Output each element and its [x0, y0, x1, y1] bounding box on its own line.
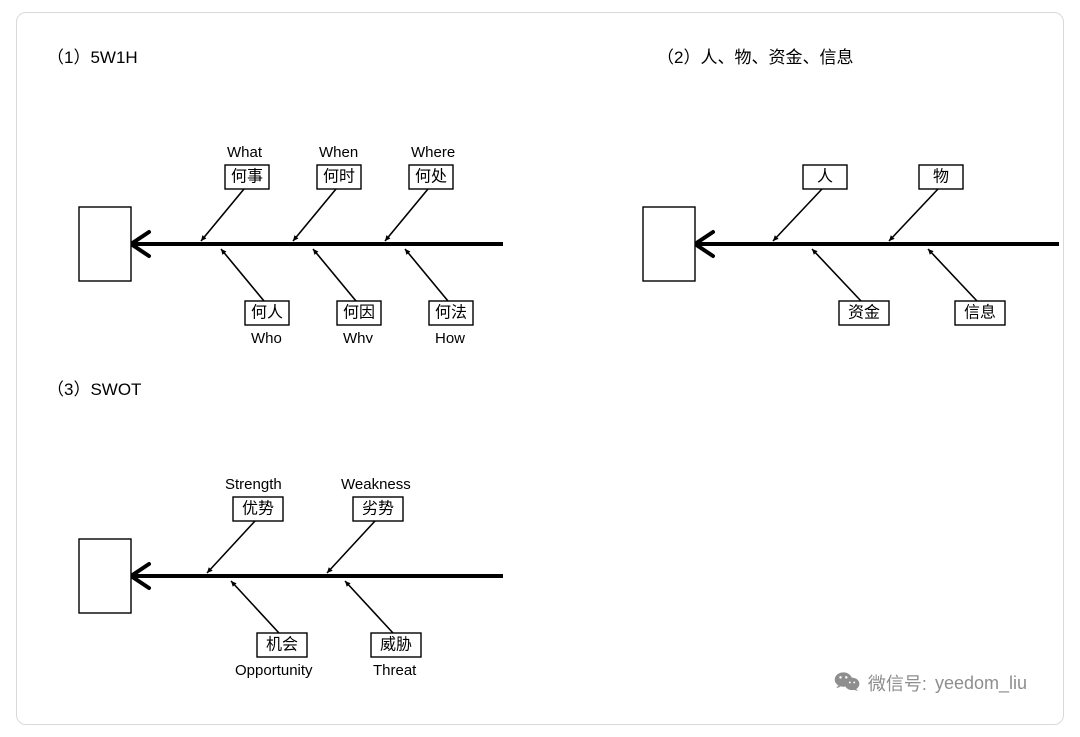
- branch-line: [231, 581, 279, 633]
- branch-box-label: 劣势: [362, 500, 394, 518]
- branch-box-label: 人: [817, 168, 833, 186]
- branch-box-label: 何人: [251, 304, 283, 322]
- branch-line: [928, 249, 977, 301]
- content-frame: （1）5W1H 何事 What 何时 When 何处 Where 何人 Who 何因 Why 何法 Ho…: [16, 12, 1064, 725]
- branch-caption: Strength: [225, 476, 282, 493]
- branch-caption: Opportunity: [235, 662, 313, 679]
- branch-box-label: 威胁: [380, 636, 412, 654]
- branch-caption: What: [227, 144, 263, 161]
- fishbone-5w1h: 何事 What 何时 When 何处 Where 何人 Who 何因 Why 何法 How: [29, 73, 509, 343]
- branch-box-label: 何法: [435, 304, 467, 322]
- branch-box-label: 物: [933, 168, 949, 186]
- branch-line: [385, 189, 428, 241]
- page-root: （1）5W1H 何事 What 何时 When 何处 Where 何人 Who 何因 Why 何法 Ho…: [0, 0, 1080, 737]
- head-box: [643, 207, 695, 281]
- branch-line: [773, 189, 822, 241]
- branch-box-label: 何时: [323, 168, 355, 186]
- wechat-icon: [834, 672, 860, 694]
- branch-line: [405, 249, 448, 301]
- branch-line: [201, 189, 244, 241]
- branch-line: [812, 249, 861, 301]
- branch-line: [327, 521, 375, 573]
- branch-caption: How: [435, 330, 465, 343]
- branch-caption: Where: [411, 144, 455, 161]
- branch-caption: Threat: [373, 662, 417, 679]
- head-box: [79, 539, 131, 613]
- branch-line: [345, 581, 393, 633]
- watermark-account: yeedom_liu: [935, 673, 1027, 694]
- branch-box-label: 优势: [242, 500, 274, 518]
- branch-line: [221, 249, 264, 301]
- watermark-prefix: 微信号:: [868, 670, 927, 696]
- branch-caption: Who: [251, 330, 282, 343]
- branch-caption: Weakness: [341, 476, 411, 493]
- branch-line: [293, 189, 336, 241]
- fishbone-swot: 优势 Strength 劣势 Weakness 机会 Opportunity 威胁 Threa…: [29, 405, 509, 685]
- head-box: [79, 207, 131, 281]
- branch-box-label: 机会: [266, 636, 298, 654]
- branch-box-label: 资金: [848, 304, 880, 322]
- branch-box-label: 何事: [231, 168, 263, 186]
- branch-caption: When: [319, 144, 358, 161]
- branch-caption: Why: [343, 330, 374, 343]
- branch-box-label: 何因: [343, 304, 375, 322]
- diagram-title: （3）SWOT: [47, 375, 141, 400]
- branch-line: [889, 189, 938, 241]
- diagram-title: （2）人、物、资金、信息: [657, 43, 853, 68]
- branch-box-label: 何处: [415, 168, 447, 186]
- branch-box-label: 信息: [964, 304, 996, 322]
- diagram-title: （1）5W1H: [47, 43, 138, 68]
- branch-line: [207, 521, 255, 573]
- branch-line: [313, 249, 356, 301]
- fishbone-prfi: 人 物资金 信息: [593, 73, 1063, 343]
- watermark: 微信号: yeedom_liu: [834, 670, 1027, 696]
